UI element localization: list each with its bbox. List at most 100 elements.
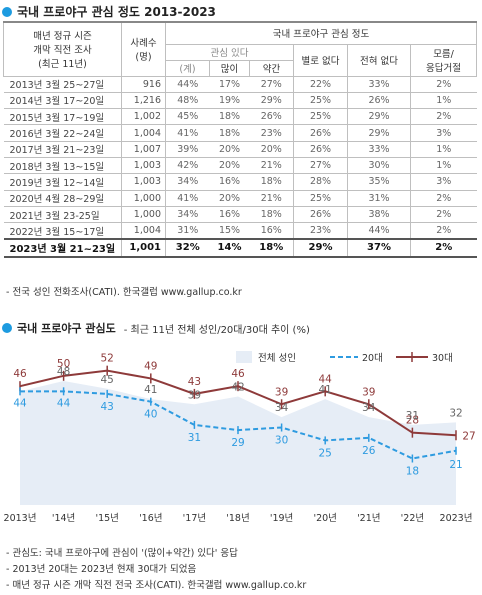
- col-none-header: 전혀 없다: [347, 43, 411, 77]
- cell-total: 44%: [165, 75, 210, 93]
- cell-dk: 2%: [409, 189, 477, 207]
- table-row: 2016년 3월 22~24일 1,004 41% 18% 23% 26% 29% 3%: [3, 124, 477, 142]
- legend-label-30s: 30대: [432, 353, 453, 364]
- cell-n: 1,002: [121, 108, 166, 126]
- chart-subtitle: - 최근 11년 전체 성인/20대/30대 추이 (%): [123, 324, 310, 336]
- cell-n: 1,004: [121, 222, 166, 240]
- cell-little: 26%: [293, 140, 348, 158]
- table-title-text: 국내 프로야구 관심 정도 2013-2023: [17, 5, 216, 19]
- table-body: 2013년 3월 25~27일 916 44% 17% 27% 22% 33% 2% 2014년…: [3, 75, 477, 258]
- table-row: 2013년 3월 25~27일 916 44% 17% 27% 22% 33% 2%: [3, 75, 477, 93]
- table-row: 2021년 3월 23-25일 1,000 34% 16% 18% 26% 38% 2%: [3, 205, 477, 224]
- cell-period: 2020년 4월 28~29일: [3, 189, 122, 207]
- cell-period: 2019년 3월 12~14일: [3, 173, 122, 191]
- label-30s: 49: [144, 360, 157, 372]
- x-tick-label: '16년: [139, 513, 162, 524]
- label-total: 34: [275, 402, 289, 414]
- label-total: 34: [362, 402, 376, 414]
- cell-much: 20%: [209, 189, 250, 207]
- table-row: 2018년 3월 13~15일 1,003 42% 20% 21% 27% 30% 1%: [3, 156, 477, 175]
- cell-n: 1,003: [121, 173, 166, 191]
- cell-little: 23%: [293, 222, 348, 240]
- cell-much: 14%: [209, 237, 250, 258]
- label-20s: 40: [144, 409, 157, 421]
- cell-none: 37%: [347, 237, 411, 258]
- x-tick-label: '20년: [313, 513, 336, 524]
- x-tick-label: 2013년: [4, 513, 37, 524]
- cell-n: 1,004: [121, 124, 166, 142]
- cell-dk: 2%: [409, 237, 477, 258]
- cell-some: 18%: [249, 173, 294, 191]
- cell-dk: 2%: [409, 108, 477, 126]
- label-20s: 18: [406, 466, 419, 478]
- cell-period: 2014년 3월 17~20일: [3, 91, 122, 110]
- cell-none: 35%: [347, 173, 411, 191]
- cell-some: 18%: [249, 237, 294, 258]
- label-30s: 46: [13, 368, 27, 380]
- cell-period: 2015년 3월 17~19일: [3, 108, 122, 126]
- label-20s: 29: [231, 437, 244, 449]
- col-much-header: 많이: [209, 59, 250, 77]
- label-30s: 50: [57, 358, 70, 370]
- chart-note-1: - 관심도: 국내 프로야구에 관심이 '(많이+약간) 있다' 응답: [6, 548, 238, 559]
- cell-little: 28%: [293, 173, 348, 191]
- cell-total: 42%: [165, 156, 210, 175]
- label-total: 41: [144, 384, 157, 396]
- cell-none: 31%: [347, 189, 411, 207]
- cell-total: 41%: [165, 124, 210, 142]
- cell-none: 38%: [347, 205, 411, 224]
- cell-period: 2023년 3월 21~23일: [3, 237, 122, 258]
- label-total: 41: [319, 384, 332, 396]
- cell-much: 20%: [209, 140, 250, 158]
- label-30s: 43: [188, 376, 201, 388]
- cell-total: 45%: [165, 108, 210, 126]
- cell-n: 916: [121, 75, 166, 93]
- cell-n: 1,000: [121, 205, 166, 224]
- label-30s: 46: [231, 368, 245, 380]
- label-30s: 28: [406, 415, 419, 427]
- cell-period: 2013년 3월 25~27일: [3, 75, 122, 93]
- cell-some: 21%: [249, 189, 294, 207]
- cell-n: 1,216: [121, 91, 166, 110]
- cell-much: 16%: [209, 173, 250, 191]
- cell-none: 29%: [347, 124, 411, 142]
- legend-swatch-total: [236, 351, 252, 363]
- bullet-icon: [2, 323, 12, 333]
- cell-little: 22%: [293, 75, 348, 93]
- label-30s: 27: [462, 430, 475, 442]
- col-some-header: 약간: [249, 59, 294, 77]
- cell-n: 1,007: [121, 140, 166, 158]
- cell-n: 1,003: [121, 156, 166, 175]
- col-dk-header: 모름/ 응답거절: [409, 43, 478, 77]
- cell-total: 34%: [165, 173, 210, 191]
- period-header: 매년 정규 시즌 개막 직전 조사 (최근 11년): [3, 21, 122, 77]
- area-total-adults: [20, 381, 456, 505]
- table-row: 2022년 3월 15~17일 1,004 31% 15% 16% 23% 44% 2%: [3, 222, 477, 240]
- cell-little: 26%: [293, 124, 348, 142]
- label-20s: 26: [362, 445, 376, 457]
- cell-much: 20%: [209, 156, 250, 175]
- survey-table: 매년 정규 시즌 개막 직전 조사 (최근 11년) 사례수 (명) 국내 프로…: [3, 21, 478, 258]
- label-30s: 39: [275, 386, 288, 398]
- x-tick-label: '21년: [357, 513, 380, 524]
- cell-none: 33%: [347, 140, 411, 158]
- cell-some: 27%: [249, 75, 294, 93]
- cell-none: 29%: [347, 108, 411, 126]
- cell-little: 25%: [293, 108, 348, 126]
- label-30s: 52: [101, 353, 114, 365]
- cell-total: 48%: [165, 91, 210, 110]
- label-20s: 44: [13, 397, 27, 409]
- cell-little: 27%: [293, 156, 348, 175]
- cell-little: 25%: [293, 91, 348, 110]
- cell-some: 18%: [249, 205, 294, 224]
- cell-dk: 2%: [409, 205, 477, 224]
- cell-some: 23%: [249, 124, 294, 142]
- cell-period: 2016년 3월 22~24일: [3, 124, 122, 142]
- label-20s: 21: [449, 459, 462, 471]
- cell-period: 2017년 3월 21~23일: [3, 140, 122, 158]
- interest-group-header: 국내 프로야구 관심 정도: [164, 21, 478, 45]
- label-30s: 44: [319, 373, 333, 385]
- table-row: 2023년 3월 21~23일 1,001 32% 14% 18% 29% 37% 2%: [3, 237, 477, 258]
- label-20s: 25: [319, 447, 332, 459]
- chart-note-3: - 매년 정규 시즌 개막 직전 전국 조사(CATI). 한국갤럽 www.g…: [6, 580, 307, 591]
